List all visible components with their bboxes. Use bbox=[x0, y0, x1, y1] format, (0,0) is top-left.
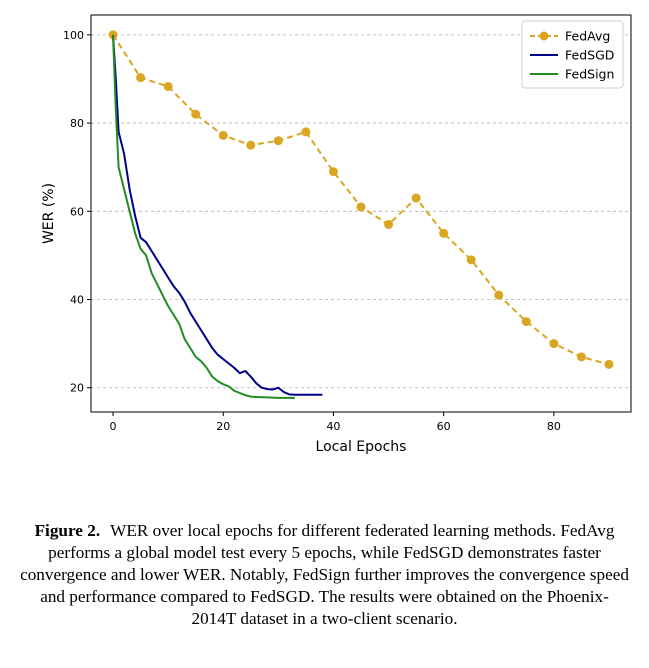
wer-line-chart: 20 40 60 80 100 0 20 40 60 80 Local Epochs WER (%… bbox=[41, 14, 632, 455]
fedavg-data-point bbox=[108, 30, 118, 40]
fedavg-data-point bbox=[246, 140, 256, 150]
fedavg-data-point bbox=[191, 109, 201, 119]
fedavg-data-point bbox=[384, 220, 394, 230]
y-tick-label: 80 bbox=[70, 117, 84, 130]
figure-label: Figure 2. bbox=[34, 521, 101, 540]
axis-ticks: 20 40 60 80 100 0 20 40 60 80 bbox=[63, 29, 561, 433]
legend: FedAvg FedSGD FedSign bbox=[521, 20, 624, 89]
fedavg-data-point bbox=[604, 359, 614, 369]
fedavg-data-point bbox=[439, 228, 449, 238]
fedavg-data-point bbox=[576, 352, 586, 362]
fedsign-series-line bbox=[112, 34, 295, 399]
fedavg-data-point bbox=[466, 255, 476, 265]
figure-caption: Figure 2. WER over local epochs for diffe… bbox=[18, 520, 631, 630]
fedavg-data-point bbox=[136, 73, 146, 83]
x-tick-label: 0 bbox=[110, 420, 117, 433]
fedsgd-legend-label: FedSGD bbox=[565, 48, 614, 63]
fedavg-data-point bbox=[356, 202, 366, 212]
fedavg-legend-label: FedAvg bbox=[565, 29, 610, 44]
x-axis-label: Local Epochs bbox=[316, 439, 407, 455]
y-tick-label: 60 bbox=[70, 205, 84, 218]
caption-text: WER over local epochs for different fede… bbox=[20, 521, 629, 628]
fedsign-legend-label: FedSign bbox=[565, 67, 614, 82]
fedavg-data-point bbox=[411, 193, 421, 203]
fedavg-data-point bbox=[521, 317, 531, 327]
fedavg-data-point bbox=[301, 127, 311, 137]
x-tick-label: 80 bbox=[547, 420, 561, 433]
x-tick-label: 20 bbox=[216, 420, 230, 433]
x-tick-label: 40 bbox=[326, 420, 340, 433]
fedavg-data-point bbox=[328, 167, 338, 177]
x-tick-label: 60 bbox=[437, 420, 451, 433]
fedavg-data-point bbox=[549, 339, 559, 349]
fedavg-data-point bbox=[273, 136, 283, 146]
fedavg-data-point bbox=[218, 130, 228, 140]
y-axis-label: WER (%) bbox=[41, 183, 57, 244]
fedavg-data-point bbox=[494, 290, 504, 300]
plot-area-frame bbox=[90, 14, 632, 413]
fedavg-legend-marker bbox=[539, 31, 549, 41]
fedsgd-series-line bbox=[112, 34, 323, 396]
y-tick-label: 40 bbox=[70, 294, 84, 307]
series-layer bbox=[108, 30, 614, 399]
fedavg-data-point bbox=[163, 81, 173, 91]
y-tick-label: 20 bbox=[70, 382, 84, 395]
y-tick-label: 100 bbox=[63, 29, 84, 42]
